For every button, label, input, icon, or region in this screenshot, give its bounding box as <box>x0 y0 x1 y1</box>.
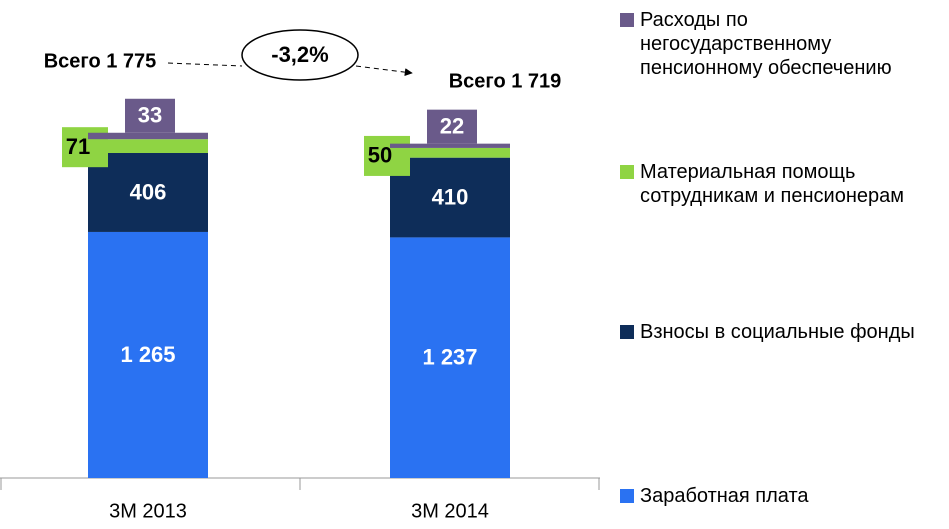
data-label: 71 <box>66 134 90 159</box>
bar-segment <box>390 147 510 158</box>
bar-segment <box>88 139 208 153</box>
label-box <box>364 135 410 176</box>
legend-label: Заработная плата <box>640 485 809 507</box>
data-label: 406 <box>130 179 167 204</box>
x-tick-label: 3M 2014 <box>411 500 489 522</box>
legend-swatch <box>620 325 634 339</box>
ellipse <box>241 29 359 81</box>
data-label: 50 <box>368 143 392 168</box>
bar-segment <box>88 231 208 478</box>
legend-label: Материальная помощь сотрудникам и пенсио… <box>640 161 904 207</box>
bar-segment <box>88 132 208 140</box>
legend-item: Взносы в социальные фонды <box>620 320 949 344</box>
legend-label: Расходы по негосударственному пенсионном… <box>640 9 892 79</box>
legend-swatch <box>620 489 634 503</box>
bar-segment <box>390 237 510 478</box>
data-label: 1 265 <box>120 342 175 367</box>
annotation: Всего 1 775 <box>44 50 157 72</box>
annotation: Всего 1 719 <box>449 70 562 92</box>
label-box <box>125 98 175 133</box>
data-label: 410 <box>432 184 469 209</box>
arrow <box>167 62 243 67</box>
bar-segment <box>390 143 510 148</box>
arrow <box>355 65 413 77</box>
data-label: 22 <box>440 113 464 138</box>
data-label: 1 237 <box>422 345 477 370</box>
legend-swatch <box>620 13 634 27</box>
legend-swatch <box>620 165 634 179</box>
data-label: 33 <box>138 103 162 128</box>
annotation: -3,2% <box>271 42 328 67</box>
legend-label: Взносы в социальные фонды <box>640 321 915 343</box>
legend-item: Расходы по негосударственному пенсионном… <box>620 8 949 80</box>
label-box <box>427 109 477 144</box>
legend-item: Материальная помощь сотрудникам и пенсио… <box>620 160 949 208</box>
x-tick-label: 3M 2013 <box>109 500 187 522</box>
legend-item: Заработная плата <box>620 484 949 508</box>
